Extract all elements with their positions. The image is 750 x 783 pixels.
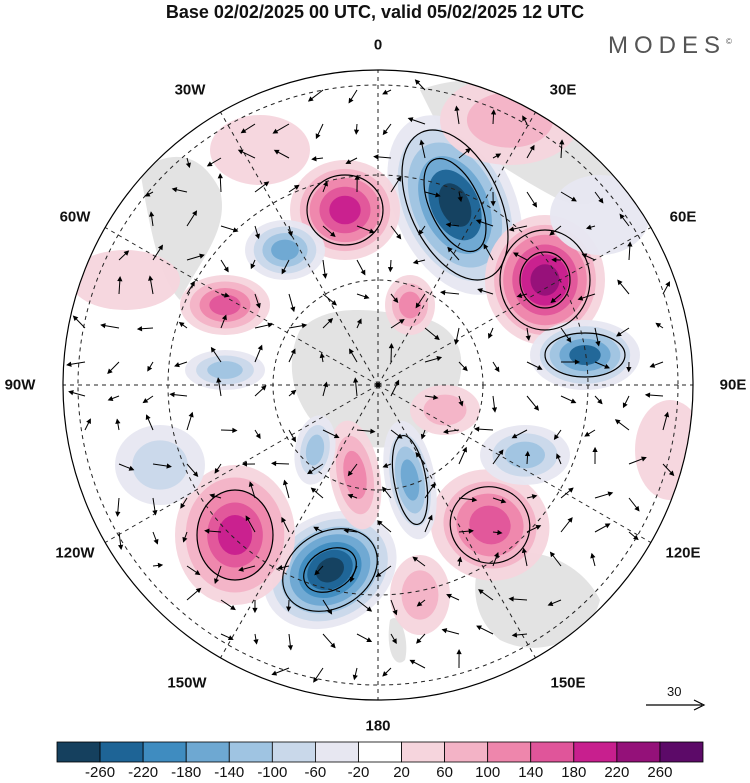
colorbar-tick-label: 180 — [561, 764, 587, 781]
longitude-label: 150E — [550, 674, 586, 692]
longitude-label: 150W — [167, 674, 207, 692]
colorbar-tick-label: -140 — [214, 764, 245, 781]
colorbar — [56, 741, 704, 763]
colorbar-tick-label: 220 — [604, 764, 630, 781]
colorbar-tick-label: 20 — [393, 764, 410, 781]
colorbar-tick-label: 140 — [518, 764, 544, 781]
colorbar-tick-label: -20 — [347, 764, 370, 781]
map-title: Base 02/02/2025 00 UTC, valid 05/02/2025… — [165, 2, 585, 22]
longitude-label: 120E — [665, 544, 701, 562]
brand-logo: MODES© — [608, 32, 732, 59]
anomaly-field — [70, 75, 693, 635]
colorbar-tick-label: 260 — [647, 764, 673, 781]
reference-vector-label: 30 — [667, 684, 682, 699]
longitude-label: 90W — [4, 376, 36, 394]
colorbar-tick-label: -220 — [128, 764, 159, 781]
longitude-label: 60E — [669, 208, 697, 226]
longitude-label: 60W — [59, 208, 91, 226]
colorbar-tick-label: -180 — [171, 764, 202, 781]
longitude-label: 120W — [55, 544, 95, 562]
longitude-label: 180 — [365, 717, 391, 735]
land-south-america — [140, 156, 222, 300]
colorbar-tick-label: -100 — [257, 764, 288, 781]
longitude-label: 0 — [373, 36, 383, 54]
colorbar-tick-label: -60 — [304, 764, 327, 781]
reference-vector-arrow — [646, 699, 706, 711]
longitude-label: 30E — [549, 81, 577, 99]
colorbar-tick-label: -260 — [85, 764, 116, 781]
colorbar-tick-label: 60 — [436, 764, 453, 781]
land-nz — [388, 618, 407, 663]
colorbar-tick-label: 100 — [475, 764, 501, 781]
longitude-label: 30W — [174, 81, 206, 99]
longitude-label: 90E — [719, 376, 747, 394]
